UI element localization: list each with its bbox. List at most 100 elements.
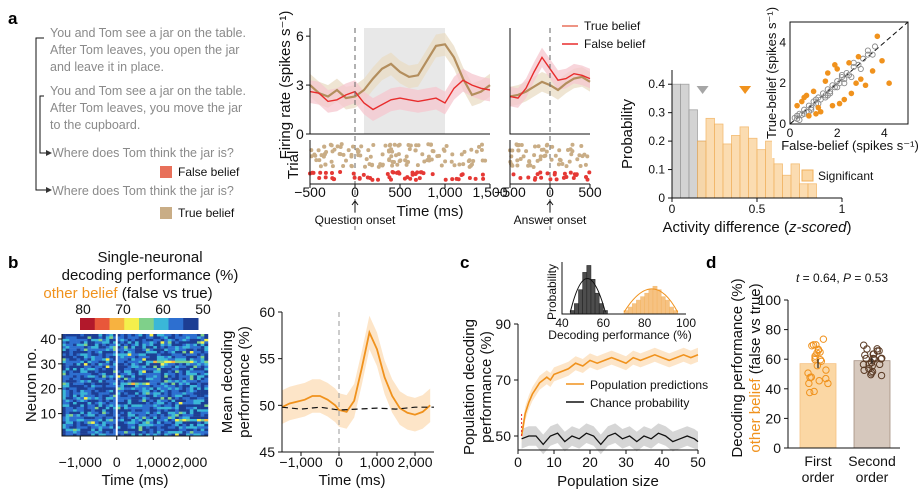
heatmap-cell <box>171 341 176 344</box>
heatmap-cell <box>102 416 107 420</box>
data-point <box>873 345 881 353</box>
heatmap-cell <box>109 377 114 381</box>
heatmap-cell <box>102 370 107 374</box>
heatmap-cell <box>83 375 88 378</box>
heatmap-cell <box>164 428 169 432</box>
heatmap-cell <box>131 389 136 393</box>
scatter-point <box>871 43 879 50</box>
heatmap-cell <box>178 404 183 408</box>
heatmap-cell <box>76 365 81 369</box>
heatmap-cell <box>138 389 143 393</box>
stats-annotation-text: t = 0.64, P = 0.53 <box>796 271 888 285</box>
heatmap-cell <box>186 421 190 425</box>
heatmap-cell <box>83 416 88 420</box>
raster-spike <box>462 149 467 154</box>
heatmap-cell <box>135 363 139 366</box>
raster-spike <box>404 154 409 159</box>
y-axis-label-1: Decoding performance (%) <box>729 278 746 457</box>
series-line-0 <box>309 43 491 100</box>
heatmap-cell <box>73 392 77 395</box>
heatmap-cell <box>94 360 99 364</box>
heatmap-cell <box>98 375 103 378</box>
heatmap-cell <box>109 336 114 340</box>
heatmap-cell <box>167 431 172 434</box>
heatmap-cell <box>113 346 117 349</box>
heatmap-cell <box>127 414 132 417</box>
hist-bar <box>697 140 707 199</box>
heatmap-cell <box>87 433 92 437</box>
heatmap-cell <box>193 419 198 422</box>
inset-hist-bar <box>578 289 583 315</box>
raster-spike <box>450 152 455 157</box>
raster-spike <box>392 142 397 147</box>
heatmap-cell <box>76 406 81 410</box>
scatter-point <box>824 92 831 99</box>
hist-bar <box>722 143 732 199</box>
heatmap-cell <box>182 382 187 386</box>
heatmap-cell <box>127 351 132 354</box>
raster-spike <box>361 172 366 177</box>
heatmap-cell <box>142 377 147 381</box>
data-point <box>813 362 822 370</box>
raster-spike <box>545 142 550 147</box>
raster-spike <box>387 157 392 162</box>
heatmap-cell <box>120 399 125 403</box>
heatmap-cell <box>113 433 117 437</box>
heatmap-cell <box>197 399 201 403</box>
heatmap-cell <box>164 358 169 361</box>
heatmap-cell <box>73 348 77 352</box>
heatmap-cell <box>200 336 205 340</box>
heatmap-cell <box>102 419 107 422</box>
heatmap-cell <box>120 397 125 400</box>
x-tick-label: 4 <box>881 126 888 140</box>
heatmap-cell <box>189 414 194 417</box>
raster-spike <box>467 176 472 181</box>
heatmap-cell <box>113 370 117 374</box>
heatmap-cell <box>87 382 92 386</box>
heatmap-cell <box>186 399 190 403</box>
heatmap-cell <box>142 385 147 388</box>
heatmap-cell <box>73 365 77 369</box>
heatmap-cell <box>160 387 165 391</box>
decoding-line <box>281 329 431 416</box>
heatmap-cell <box>83 394 88 398</box>
heatmap-cell <box>145 406 150 410</box>
heatmap-cell <box>149 338 154 342</box>
heatmap-cell <box>138 392 143 395</box>
heatmap-cell <box>175 416 179 420</box>
heatmap-cell <box>80 360 85 364</box>
heatmap-cell <box>182 372 187 376</box>
x-tick-label: 1,000 <box>427 184 462 200</box>
heatmap-cell <box>178 346 183 349</box>
raster-spike <box>457 162 462 167</box>
heatmap-cell <box>138 416 143 420</box>
heatmap-cell <box>171 334 176 337</box>
heatmap-cell <box>83 370 88 374</box>
heatmap-cell <box>197 428 201 432</box>
heatmap-cell <box>94 385 99 388</box>
heatmap-cell <box>120 419 125 422</box>
heatmap-cell <box>175 348 179 352</box>
heatmap-cell <box>62 334 66 337</box>
x-axis-label: Time (ms) <box>397 203 464 220</box>
heatmap-cell <box>156 365 161 369</box>
heatmap-cell <box>113 411 117 415</box>
heatmap-cell <box>76 387 81 391</box>
heatmap-cell <box>65 377 70 381</box>
heatmap-cell <box>91 368 96 371</box>
raster-spike <box>477 144 481 149</box>
heatmap-cell <box>204 387 209 391</box>
heatmap-cell <box>200 419 205 422</box>
heatmap-cell <box>91 375 96 378</box>
raster-spike <box>583 162 588 167</box>
heatmap-cell <box>87 426 92 429</box>
heatmap-cell <box>65 382 70 386</box>
heatmap-cell <box>153 392 158 395</box>
heatmap-cell <box>62 338 66 342</box>
heatmap-cell <box>131 358 136 361</box>
heatmap-cell <box>135 372 139 376</box>
heatmap-cell <box>175 360 179 364</box>
heatmap-cell <box>171 423 176 427</box>
heatmap-cell <box>182 334 187 337</box>
heatmap-cell <box>204 377 209 381</box>
